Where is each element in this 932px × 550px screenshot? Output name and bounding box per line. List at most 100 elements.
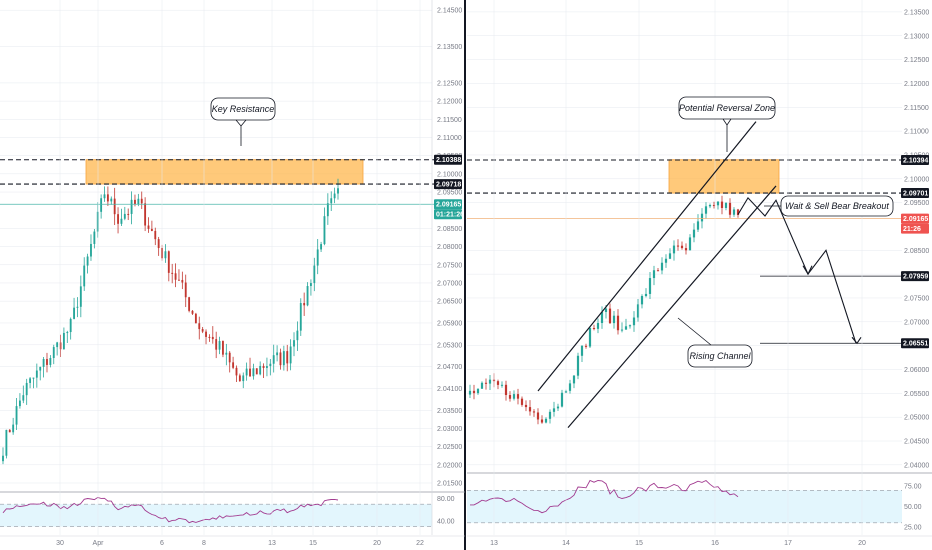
candle-body	[480, 382, 484, 389]
candle-body	[32, 377, 35, 379]
candle-body	[194, 313, 197, 324]
candle-body	[86, 256, 89, 266]
candle-body	[296, 330, 299, 341]
candle-body	[736, 209, 740, 215]
price-box-label: 2.09701	[903, 191, 928, 198]
price-box-label: 2.09165	[436, 202, 461, 209]
candle-body	[313, 265, 316, 284]
candle-body	[660, 262, 664, 271]
y-tick-label: 2.07000	[437, 280, 462, 287]
callout-pointer	[235, 119, 247, 146]
y-tick-label: 2.08000	[437, 244, 462, 251]
candle-body	[330, 198, 333, 204]
candle-body	[608, 308, 612, 324]
candle-body	[496, 381, 500, 385]
candle-body	[35, 370, 38, 378]
candle-body	[580, 345, 584, 356]
candle-body	[644, 293, 648, 297]
rsi-tick-label: 50.00	[904, 504, 922, 511]
candle-body	[235, 367, 238, 376]
y-tick-label: 2.14500	[437, 8, 462, 15]
y-tick-label: 2.01500	[437, 480, 462, 487]
candle-body	[700, 213, 704, 222]
candle-body	[42, 359, 45, 367]
candle-body	[15, 406, 18, 425]
callout-label: Wait & Sell Bear Breakout	[785, 201, 889, 211]
candle-body	[272, 355, 275, 364]
candle-body	[49, 357, 52, 365]
price-box-label: 2.10394	[903, 158, 928, 165]
price-box	[434, 179, 462, 190]
candle-body	[225, 352, 228, 355]
y-tick-label: 2.04700	[437, 364, 462, 371]
arrowhead	[802, 265, 813, 276]
y-tick-label: 2.02000	[437, 462, 462, 469]
candle-body	[69, 318, 72, 333]
candle-body	[632, 317, 636, 326]
callout-reversal-zone: Potential Reversal Zone	[678, 96, 776, 152]
y-axis: 2.14500 2.13500 2.12500 2.12000 2.11500 2.110…	[0, 8, 462, 487]
candle-body	[720, 201, 724, 208]
candle-body	[191, 310, 194, 314]
candle-body	[488, 379, 492, 384]
callout-pointer	[722, 118, 732, 152]
candle-body	[692, 229, 696, 238]
candle-body	[117, 214, 119, 224]
channel-lower-line	[567, 185, 777, 429]
candle-body	[500, 384, 504, 386]
price-box-label: 2.10388	[436, 157, 461, 164]
price-box-label: 2.09718	[436, 182, 461, 189]
candle-body	[568, 383, 572, 391]
candle-body	[588, 328, 592, 347]
rsi-band	[467, 490, 902, 523]
candle-body	[628, 325, 632, 327]
countdown-label: 21:26	[903, 226, 921, 233]
candle-body	[712, 205, 716, 207]
candle-body	[540, 419, 544, 423]
candle-body	[22, 395, 25, 401]
x-tick-label: 6	[160, 540, 164, 547]
y-tick-label: 2.06000	[904, 367, 929, 374]
rsi-tick-label: 75.00	[904, 484, 922, 491]
callout-label: Key Resistance	[212, 104, 275, 114]
rsi-pane: 75.00 50.00 25.00	[467, 472, 932, 531]
chart-panel-left: 2.14500 2.13500 2.12500 2.12000 2.11500 2.110…	[0, 0, 465, 547]
x-axis: 13 14 15 16 17 20	[467, 0, 932, 547]
y-tick-label: 2.12500	[904, 57, 929, 64]
candle-body	[83, 265, 86, 287]
candle-body	[184, 282, 187, 298]
candle-body	[100, 198, 103, 212]
candle-body	[299, 303, 302, 331]
candle-body	[468, 390, 472, 395]
candle-body	[624, 326, 628, 330]
y-tick-label: 2.09500	[904, 200, 929, 207]
candle-body	[664, 258, 668, 263]
y-tick-label: 2.04500	[904, 439, 929, 446]
price-box	[434, 154, 462, 165]
candle-body	[616, 315, 620, 331]
candle-body	[524, 404, 528, 408]
y-tick-label: 2.07500	[437, 262, 462, 269]
candle-body	[18, 400, 21, 407]
candle-body	[157, 239, 160, 249]
candle-body	[222, 341, 224, 355]
candle-body	[147, 225, 150, 229]
x-tick-label: 15	[309, 540, 317, 547]
candle-body	[668, 253, 672, 259]
candle-body	[728, 202, 732, 215]
y-tick-label: 2.12000	[904, 81, 929, 88]
candle-body	[326, 203, 329, 217]
x-tick-label: 13	[268, 540, 276, 547]
candle-body	[181, 279, 184, 283]
candle-body	[276, 352, 279, 356]
candle-body	[249, 368, 251, 377]
candle-body	[333, 193, 336, 199]
y-tick-label: 2.05000	[904, 415, 929, 422]
candle-body	[636, 304, 640, 318]
y-tick-label: 2.11500	[904, 105, 929, 112]
y-tick-label: 2.09500	[437, 190, 462, 197]
candle-body	[164, 251, 167, 259]
candle-body	[282, 351, 285, 366]
x-tick-label: 30	[56, 540, 64, 547]
candle-body	[205, 331, 207, 337]
